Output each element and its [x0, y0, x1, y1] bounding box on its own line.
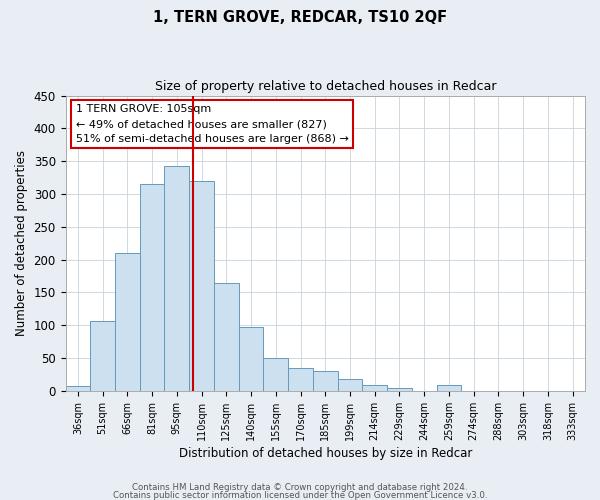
Y-axis label: Number of detached properties: Number of detached properties [15, 150, 28, 336]
Bar [65, 386, 90, 391]
Bar [263, 358, 288, 391]
Text: 1 TERN GROVE: 105sqm
← 49% of detached houses are smaller (827)
51% of semi-deta: 1 TERN GROVE: 105sqm ← 49% of detached h… [76, 104, 349, 144]
Bar [239, 326, 263, 391]
Bar [387, 388, 412, 391]
Bar [288, 368, 313, 391]
Bar [214, 282, 239, 391]
Bar [313, 372, 338, 391]
Text: Contains HM Land Registry data © Crown copyright and database right 2024.: Contains HM Land Registry data © Crown c… [132, 484, 468, 492]
Bar [90, 320, 115, 391]
Bar [437, 385, 461, 391]
Bar [115, 253, 140, 391]
Bar [338, 379, 362, 391]
Bar [362, 385, 387, 391]
Bar [140, 184, 164, 391]
X-axis label: Distribution of detached houses by size in Redcar: Distribution of detached houses by size … [179, 447, 472, 460]
Bar [164, 166, 189, 391]
Text: 1, TERN GROVE, REDCAR, TS10 2QF: 1, TERN GROVE, REDCAR, TS10 2QF [153, 10, 447, 25]
Text: Contains public sector information licensed under the Open Government Licence v3: Contains public sector information licen… [113, 490, 487, 500]
Bar [189, 181, 214, 391]
Title: Size of property relative to detached houses in Redcar: Size of property relative to detached ho… [155, 80, 496, 93]
